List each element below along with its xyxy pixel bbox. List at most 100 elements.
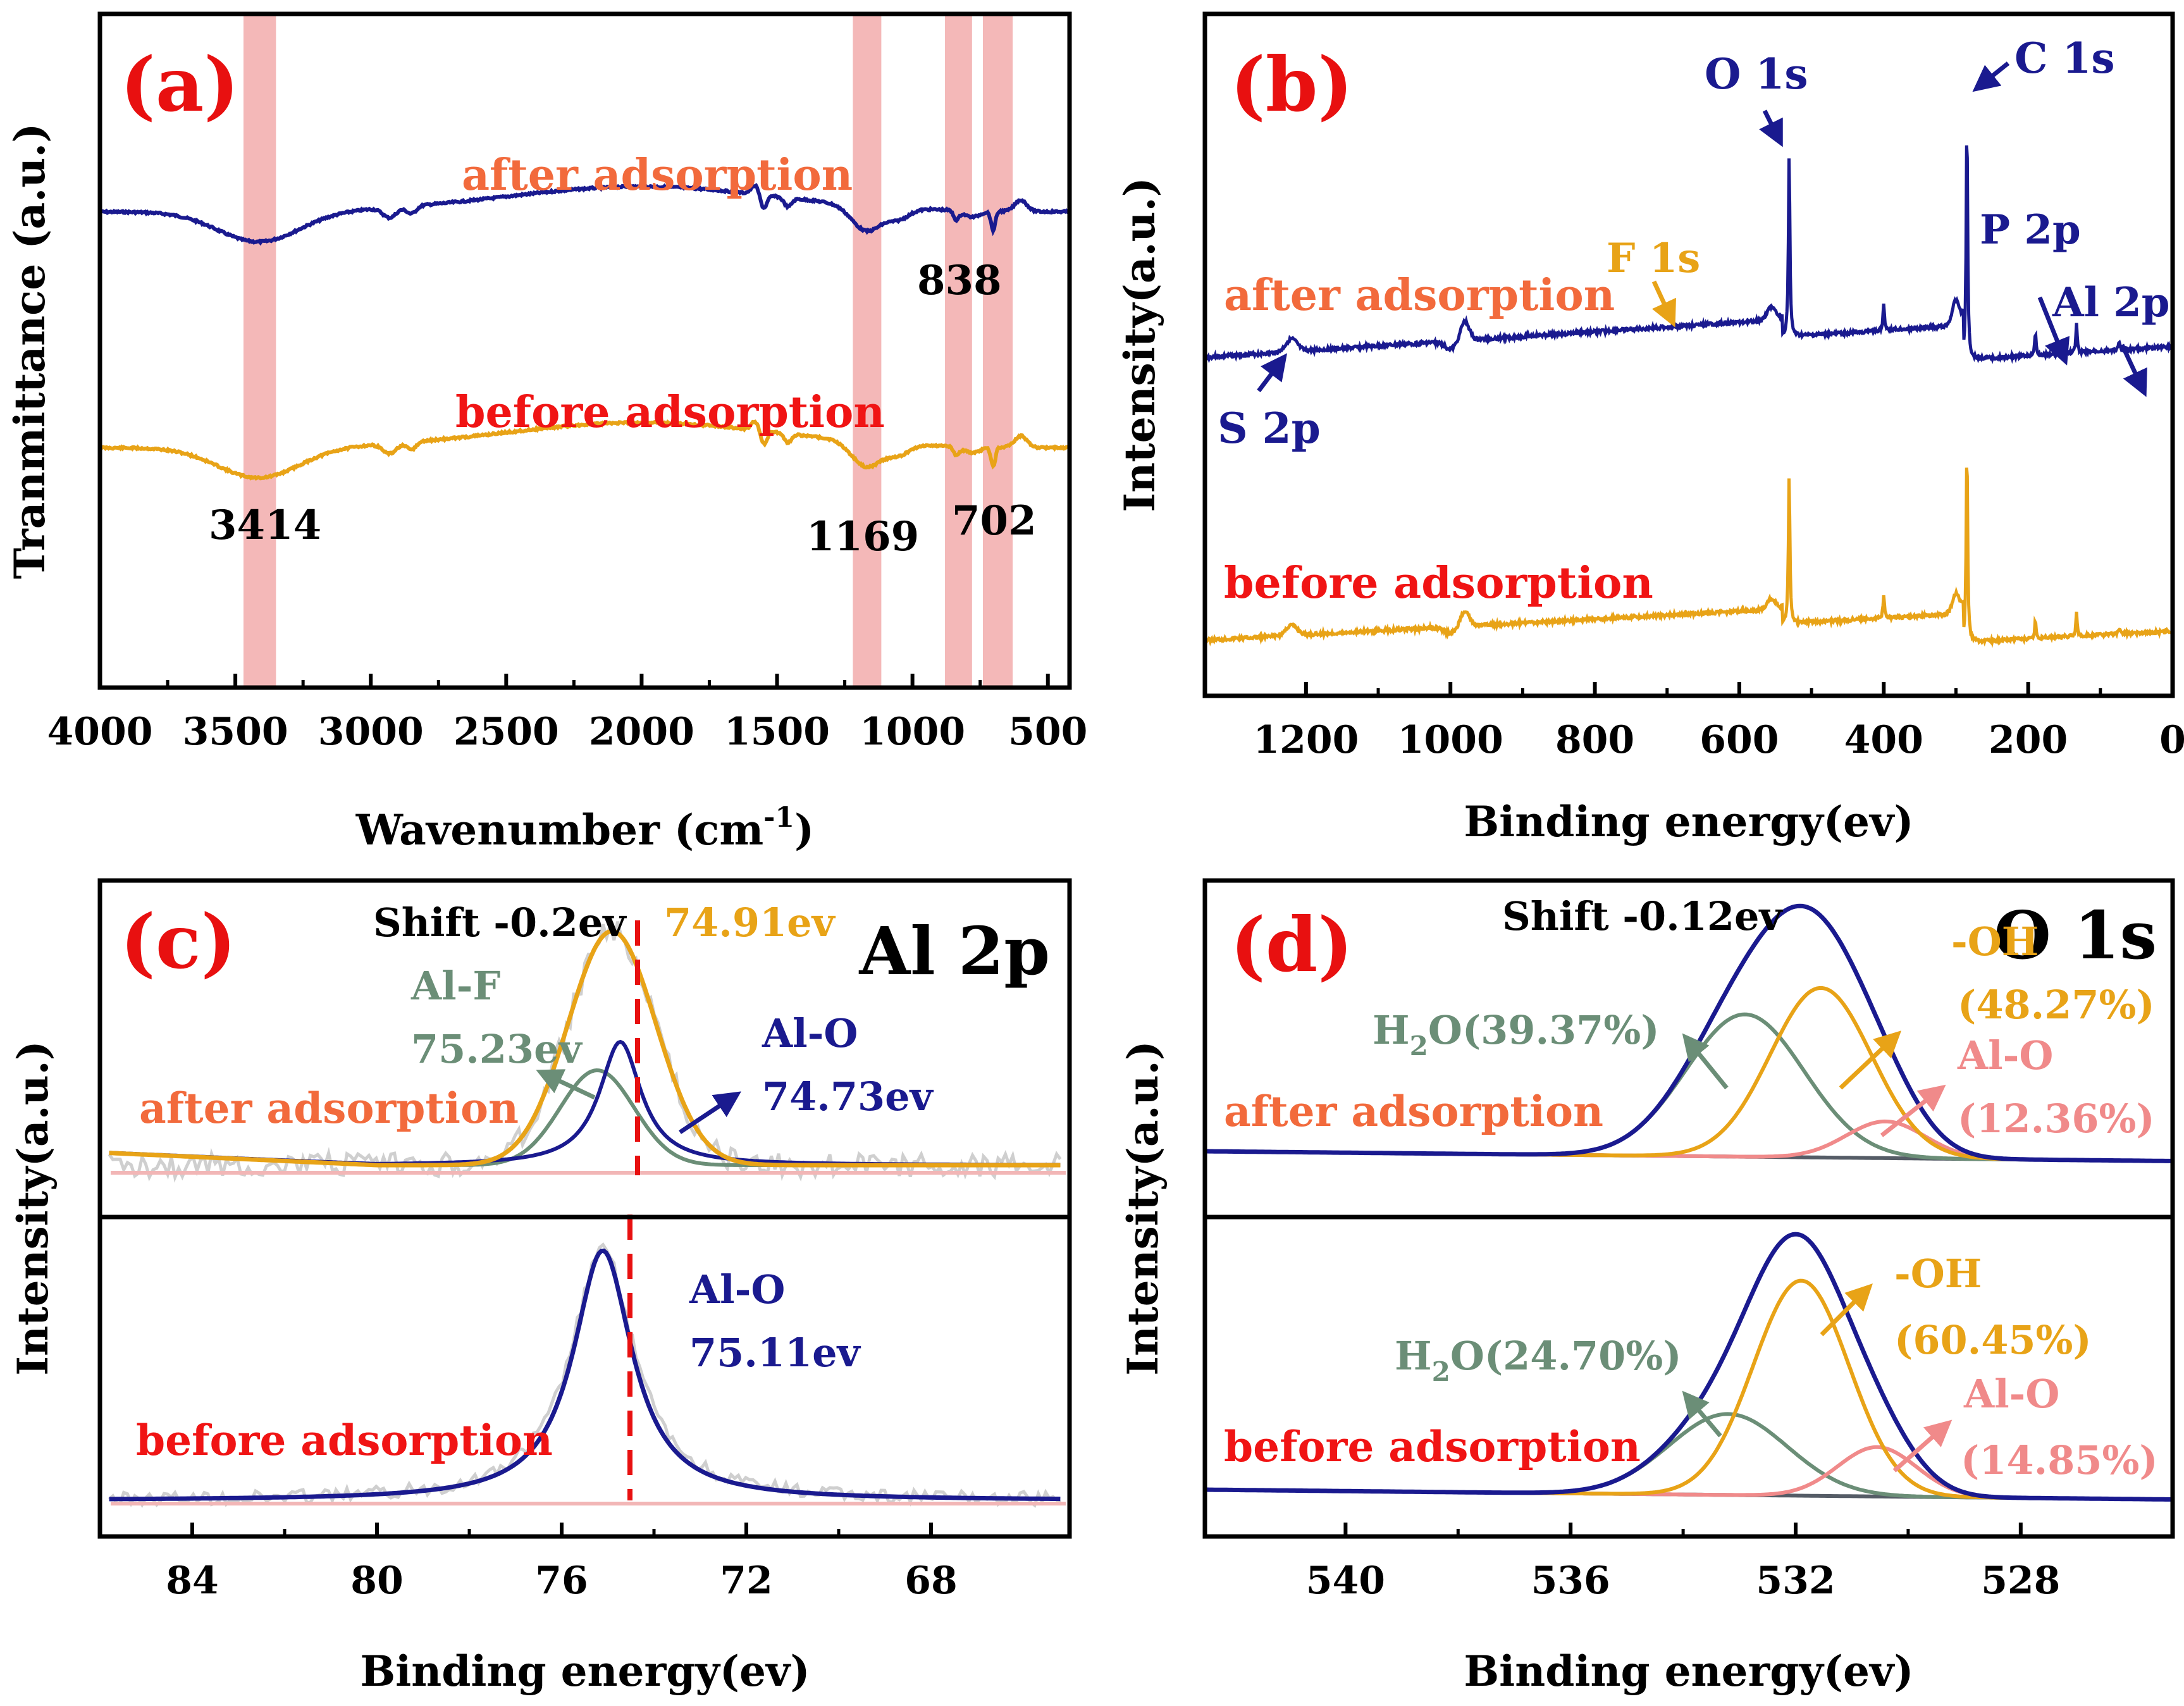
label-before-adsorption: before adsorption bbox=[136, 1416, 553, 1465]
highlight-bands bbox=[243, 14, 1013, 688]
label-before-adsorption: before adsorption bbox=[1224, 558, 1653, 609]
envelope-value-label: 74.91ev bbox=[664, 899, 836, 946]
oh-percent-label: (48.27%) bbox=[1958, 982, 2155, 1028]
peak-label-c1s: C 1s bbox=[2014, 34, 2115, 83]
series-before-adsorption bbox=[99, 419, 1071, 481]
alo-before-label: Al-O bbox=[1963, 1371, 2059, 1417]
spectra-curves bbox=[1203, 145, 2174, 648]
panel-label: (b) bbox=[1230, 40, 1353, 128]
arrow-c1s bbox=[1972, 61, 2010, 92]
panel-title: O 1s bbox=[1994, 896, 2157, 974]
h2o-before-label: H2O(24.70%) bbox=[1395, 1333, 1682, 1387]
arrow-alo-before bbox=[1892, 1419, 1953, 1473]
peak-label-o1s: O 1s bbox=[1705, 49, 1808, 99]
spectra-curves bbox=[108, 918, 1066, 1509]
arrow-alo bbox=[679, 1091, 741, 1134]
x-tick-label: 1500 bbox=[724, 710, 830, 754]
peak-label-al2p: Al 2p bbox=[2052, 279, 2170, 326]
axes-frame bbox=[1202, 11, 2175, 698]
fit-alo-before bbox=[109, 1248, 1061, 1502]
x-axis-label: Binding energy(ev) bbox=[1464, 1647, 1913, 1696]
x-tick-label: 1000 bbox=[860, 710, 965, 754]
arrow-al2p bbox=[2119, 343, 2147, 397]
label-before-adsorption: before adsorption bbox=[1224, 1422, 1641, 1471]
series-before-adsorption bbox=[1203, 467, 2174, 648]
x-tick-label: 532 bbox=[1756, 1559, 1835, 1603]
peak-label-702: 702 bbox=[952, 497, 1037, 545]
label-after-adsorption: after adsorption bbox=[1224, 1087, 1603, 1136]
fit-envelope-after bbox=[109, 929, 1061, 1168]
x-tick-label: 500 bbox=[1008, 710, 1087, 754]
h2o-before-label-sub: 2 bbox=[1432, 1356, 1450, 1387]
panel-d: 540 536 532 528 (d) O 1s Shift -0.12ev -OH … bbox=[1118, 878, 2175, 1696]
h2o-label-pre: H bbox=[1373, 1007, 1410, 1053]
label-before-adsorption: before adsorption bbox=[455, 387, 885, 438]
y-axis-label: Tranmittance (a.u.) bbox=[5, 123, 54, 579]
label-after-adsorption: after adsorption bbox=[462, 150, 853, 201]
panel-b: 1200 1000 800 600 400 200 0 (b) after adsorpti… bbox=[1115, 11, 2184, 846]
panel-label: (c) bbox=[120, 898, 237, 986]
raw-data-before bbox=[108, 1242, 1061, 1509]
alf-value-label: 75.23ev bbox=[411, 1026, 583, 1072]
x-tick-label: 84 bbox=[166, 1559, 219, 1603]
highlight-band bbox=[945, 14, 972, 688]
x-ticks: 4000 3500 3000 2500 2000 1500 1000 500 bbox=[47, 674, 1087, 754]
arrow-o1s bbox=[1759, 109, 1783, 147]
alo-percent-label: (12.36%) bbox=[1958, 1096, 2155, 1142]
alo-label: Al-O bbox=[1957, 1032, 2053, 1079]
h2o-label-sub: 2 bbox=[1410, 1030, 1428, 1061]
x-tick-label: 200 bbox=[1989, 718, 2068, 762]
y-axis-label: Intensity(a.u.) bbox=[1118, 1041, 1168, 1376]
x-tick-label: 2500 bbox=[453, 710, 559, 754]
label-after-adsorption: after adsorption bbox=[139, 1084, 519, 1133]
panel-title: Al 2p bbox=[859, 912, 1051, 990]
series-after-adsorption bbox=[1204, 145, 2174, 364]
peak-label-s2p: S 2p bbox=[1218, 404, 1321, 453]
arrow-f1s bbox=[1651, 280, 1676, 328]
x-tick-label: 3500 bbox=[183, 710, 288, 754]
x-ticks: 540 536 532 528 bbox=[1306, 1523, 2060, 1603]
panel-label: (a) bbox=[120, 40, 239, 128]
x-axis-label: Binding energy(ev) bbox=[1464, 797, 1913, 846]
y-axis-label: Intensity(a.u.) bbox=[8, 1041, 58, 1376]
panel-c: 84 80 76 72 68 (c) Al 2p Shift -0.2ev 74.91e… bbox=[8, 878, 1072, 1696]
x-tick-label: 80 bbox=[350, 1559, 404, 1603]
x-ticks: 1200 1000 800 600 400 200 0 bbox=[1253, 682, 2184, 762]
highlight-band bbox=[243, 14, 276, 688]
x-axis-label: Wavenumber (cm-1) bbox=[355, 801, 815, 855]
arrow-p2p bbox=[2037, 296, 2070, 366]
alf-label: Al-F bbox=[410, 963, 500, 1009]
x-axis-label-sup: -1 bbox=[763, 801, 794, 834]
x-tick-label: 68 bbox=[904, 1559, 958, 1603]
shift-label: Shift -0.12ev bbox=[1502, 893, 1783, 939]
oh-label: -OH bbox=[1951, 918, 2039, 965]
alo-label: Al-O bbox=[762, 1010, 858, 1056]
x-tick-label: 536 bbox=[1531, 1559, 1610, 1603]
highlight-band bbox=[982, 14, 1013, 688]
alo-before-label: Al-O bbox=[689, 1266, 785, 1313]
oh-before-percent-label: (60.45%) bbox=[1894, 1317, 2092, 1363]
x-tick-label: 400 bbox=[1844, 718, 1923, 762]
x-tick-label: 4000 bbox=[47, 710, 153, 754]
x-tick-label: 528 bbox=[1981, 1559, 2060, 1603]
panel-a: 4000 3500 3000 2500 2000 1500 1000 500 (a) afte… bbox=[5, 11, 1087, 855]
peak-label-f1s: F 1s bbox=[1607, 235, 1700, 282]
x-tick-label: 1000 bbox=[1398, 718, 1503, 762]
panel-label: (d) bbox=[1230, 901, 1353, 989]
alo-before-percent-label: (14.85%) bbox=[1961, 1437, 2158, 1483]
arrow-oh-before bbox=[1820, 1283, 1873, 1337]
arrow-oh bbox=[1839, 1030, 1902, 1090]
axes-frame bbox=[97, 11, 1072, 690]
h2o-label-post: O(39.37%) bbox=[1428, 1007, 1660, 1053]
shift-label: Shift -0.2ev bbox=[373, 899, 627, 946]
arrow-alf bbox=[536, 1069, 596, 1100]
x-axis-label-tail: ) bbox=[794, 805, 814, 855]
x-tick-label: 72 bbox=[720, 1559, 773, 1603]
alo-value-label: 74.73ev bbox=[762, 1073, 934, 1120]
arrow-alo bbox=[1880, 1084, 1946, 1137]
x-tick-label: 2000 bbox=[589, 710, 694, 754]
x-tick-label: 1200 bbox=[1253, 718, 1359, 762]
axes-frame-bottom bbox=[97, 1215, 1072, 1539]
x-tick-label: 0 bbox=[2159, 718, 2184, 762]
